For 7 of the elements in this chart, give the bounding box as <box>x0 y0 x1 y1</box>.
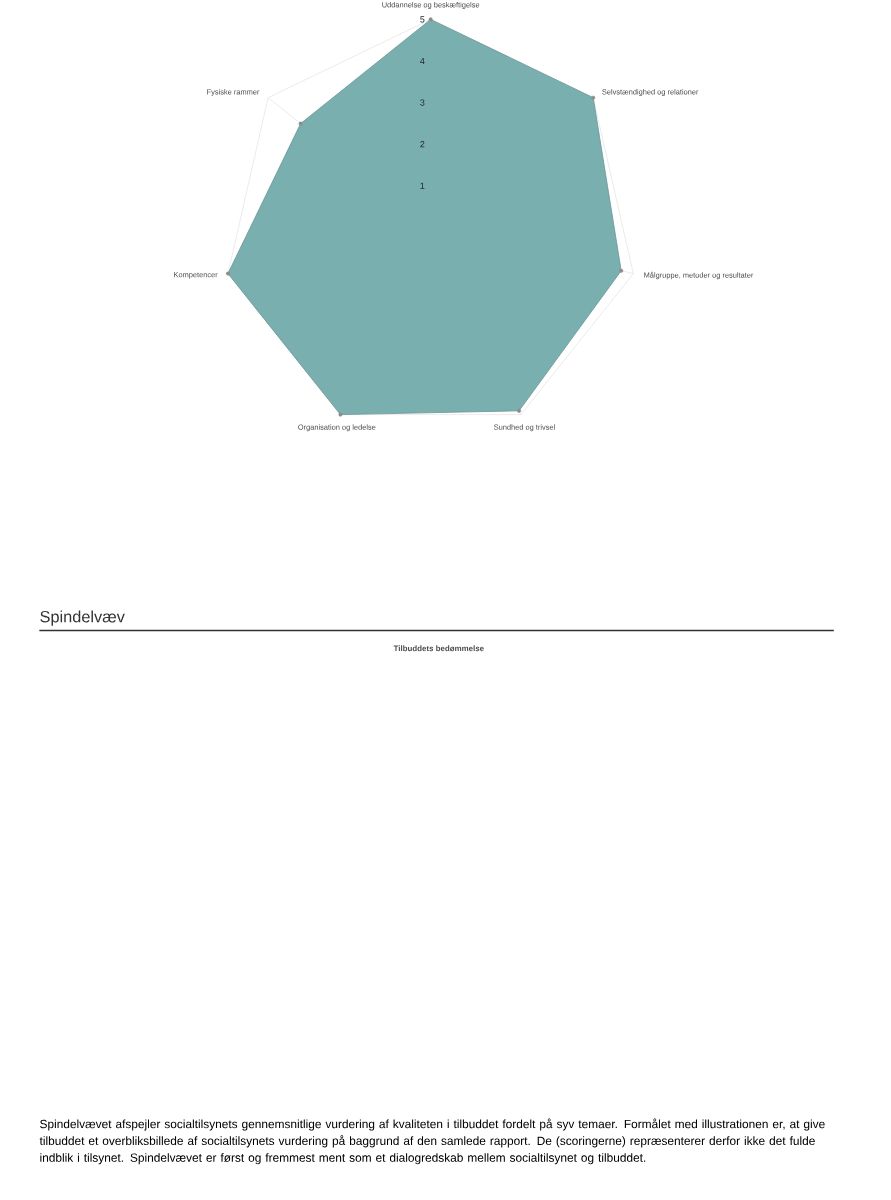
y-tick-label: 1 <box>420 182 425 189</box>
text: Spindelvæv <box>40 610 125 626</box>
y-tick-label: 5 <box>420 16 425 23</box>
y-tick-label: 2 <box>420 141 425 148</box>
y-tick-label: 4 <box>420 57 425 65</box>
y-tick-label: 3 <box>420 99 425 106</box>
text: Spindelvævet afspejler socialtilsynets gennemsnitlige vurdering af kvaliteten i tilbuddet fordelt på syv temaer. Formålet med illustrationen er, at give tilbuddet et overbliksbillede af socialtilsynets vurdering på baggrund af den samlede rapport. De (scoringerne) repræsenterer derfor ikke det fulde indblik i tilsynet. Spindelvævet er først og fremmest ment som et dialogredskab mellem socialtilsynet og tilbuddet. <box>39 1118 825 1165</box>
